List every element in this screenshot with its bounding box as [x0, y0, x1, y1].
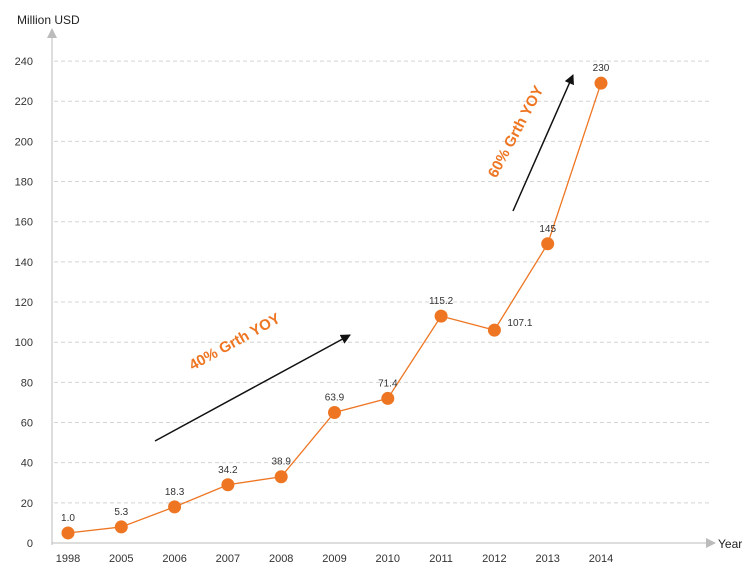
- data-label: 18.3: [165, 487, 185, 498]
- data-point: [487, 323, 501, 337]
- x-tick-label: 2007: [216, 553, 240, 565]
- series-line-path: [67, 82, 602, 534]
- y-tick-label: 220: [15, 96, 33, 108]
- x-tick-label: 2006: [162, 553, 186, 565]
- x-axis-label: Year: [718, 537, 742, 551]
- data-label: 5.3: [114, 507, 128, 518]
- data-point: [221, 478, 235, 492]
- y-tick-label: 200: [15, 136, 33, 148]
- growth-annotation-label: 60% Grth YOY: [485, 83, 548, 181]
- y-tick-label: 20: [21, 498, 33, 510]
- data-label: 71.4: [378, 378, 398, 389]
- growth-arrow-icon: [512, 74, 574, 212]
- y-tick-labels: 0 20 40 60 80 100 120 140 160 180 200 220 240: [15, 56, 33, 550]
- x-tick-label: 2011: [429, 553, 453, 565]
- x-tick-label: 2013: [535, 553, 559, 565]
- data-point: [274, 470, 288, 484]
- data-point: [61, 526, 75, 540]
- data-label: 34.2: [218, 465, 238, 476]
- x-tick-label: 2010: [376, 553, 400, 565]
- data-point: [594, 76, 608, 90]
- growth-annotation-label: 40% Grth YOY: [186, 310, 283, 374]
- data-point: [434, 309, 448, 323]
- x-axis-arrow-icon: [706, 538, 716, 548]
- x-tick-label: 2005: [109, 553, 133, 565]
- series-line: 1.0 5.3 18.3 34.2 38.9 63.9 71.4 115.2 107.1 145 2…: [61, 63, 610, 540]
- y-axis-label: Million USD: [17, 13, 80, 27]
- y-tick-label: 40: [21, 458, 33, 470]
- data-point: [381, 391, 395, 405]
- x-tick-label: 2012: [482, 553, 506, 565]
- y-tick-label: 100: [15, 337, 33, 349]
- gridlines: [54, 60, 710, 504]
- y-tick-label: 240: [15, 56, 33, 68]
- data-label: 107.1: [507, 318, 532, 329]
- data-point: [328, 405, 341, 419]
- x-tick-labels: 1998 2005 2006 2007 2008 2009 2010 2011 2012 2013…: [56, 553, 613, 565]
- y-tick-label: 0: [27, 538, 33, 550]
- y-tick-label: 60: [21, 418, 33, 430]
- data-label: 230: [593, 63, 610, 74]
- x-tick-label: 2014: [589, 553, 613, 565]
- data-point: [541, 237, 555, 251]
- x-tick-label: 1998: [56, 553, 80, 565]
- data-label: 63.9: [325, 392, 345, 403]
- y-tick-label: 180: [15, 177, 33, 189]
- x-tick-label: 2009: [322, 553, 346, 565]
- data-label: 115.2: [429, 296, 454, 307]
- data-label: 38.9: [271, 457, 291, 468]
- y-tick-label: 120: [15, 297, 33, 309]
- x-tick-label: 2008: [269, 553, 293, 565]
- axes: Million USD Year: [17, 13, 742, 551]
- data-label: 145: [539, 224, 556, 235]
- data-point: [168, 500, 182, 514]
- y-axis-arrow-icon: [47, 28, 57, 38]
- y-tick-label: 80: [21, 377, 33, 389]
- data-label: 1.0: [61, 513, 75, 524]
- y-tick-label: 140: [15, 257, 33, 269]
- y-tick-label: 160: [15, 217, 33, 229]
- growth-annotations: 40% Grth YOY 60% Grth YOY: [154, 74, 574, 442]
- data-point: [114, 520, 128, 534]
- growth-arrow-icon: [154, 334, 351, 442]
